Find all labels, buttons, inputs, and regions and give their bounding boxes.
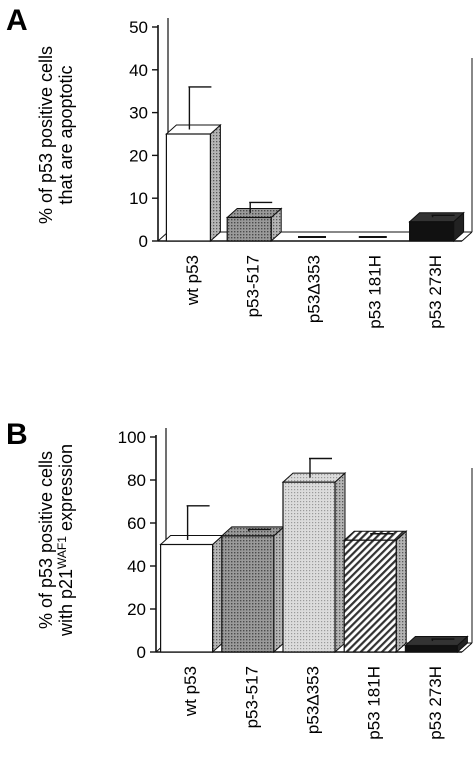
bar-top <box>281 472 347 483</box>
bar-side <box>334 472 346 654</box>
y-tick-label: 30 <box>129 104 148 123</box>
x-tick-label: p53Δ353 <box>304 255 323 323</box>
floor-right-edge <box>461 231 473 242</box>
bar <box>165 133 211 242</box>
y-axis-title-line-2: with p21WAF1 expression <box>55 444 76 637</box>
bar-top <box>220 526 286 537</box>
y-tick-label: 0 <box>137 643 146 662</box>
bar-top <box>225 207 283 218</box>
x-tick-label: p53Δ353 <box>303 666 322 734</box>
bar-top <box>408 212 465 223</box>
panel-a-letter: A <box>6 4 28 37</box>
x-tick-label: p53-517 <box>244 255 263 317</box>
bar-side <box>209 123 221 243</box>
y-tick-label: 10 <box>129 189 148 208</box>
bar <box>282 481 336 653</box>
y-tick-label: 40 <box>129 61 148 80</box>
panel-b-letter: B <box>6 418 28 451</box>
bar-top <box>159 535 224 545</box>
bar-top <box>165 124 222 135</box>
x-tick-label: p53-517 <box>242 666 261 728</box>
x-tick-label: p53 181H <box>365 666 384 740</box>
bar-side <box>212 534 224 654</box>
bar <box>404 644 458 653</box>
bar-top <box>404 636 469 647</box>
bar <box>226 216 272 242</box>
bar-side <box>395 530 407 654</box>
bar <box>221 535 275 653</box>
x-tick-label: wt p53 <box>183 255 202 306</box>
y-axis-title-line-1: % of p53 positive cells <box>36 46 56 224</box>
y-axis-title-line-2: that are apoptotic <box>56 65 76 204</box>
chart-panel-b: 0 20 40 60 80 100 wt p53 p53-517 p53Δ353 p53 181H… <box>36 428 473 740</box>
x-tick-label: p53 181H <box>365 255 384 329</box>
y-axis-title-line-1: % of p53 positive cells <box>36 451 56 629</box>
bar-top <box>342 530 408 541</box>
x-tick-label: p53 273H <box>426 255 445 329</box>
chart-panel-a: 0 10 20 30 40 50 wt p53 p53-517 p53Δ353 p53 181H p… <box>36 18 473 329</box>
y-tick-label: 50 <box>129 18 148 37</box>
y-tick-label: 20 <box>129 146 148 165</box>
x-tick-label: p53 273H <box>426 666 445 740</box>
bar <box>409 221 455 242</box>
floor-right-edge <box>461 642 473 653</box>
y-tick-label: 20 <box>127 600 146 619</box>
y-tick-label: 100 <box>118 428 146 447</box>
y-tick-label: 60 <box>127 514 146 533</box>
bar-side <box>273 525 285 654</box>
x-tick-label: wt p53 <box>181 666 200 717</box>
y-tick-label: 40 <box>127 557 146 576</box>
y-tick-label: 80 <box>127 471 146 490</box>
bar <box>160 543 214 653</box>
y-tick-label: 0 <box>139 232 148 251</box>
bar <box>343 539 397 653</box>
